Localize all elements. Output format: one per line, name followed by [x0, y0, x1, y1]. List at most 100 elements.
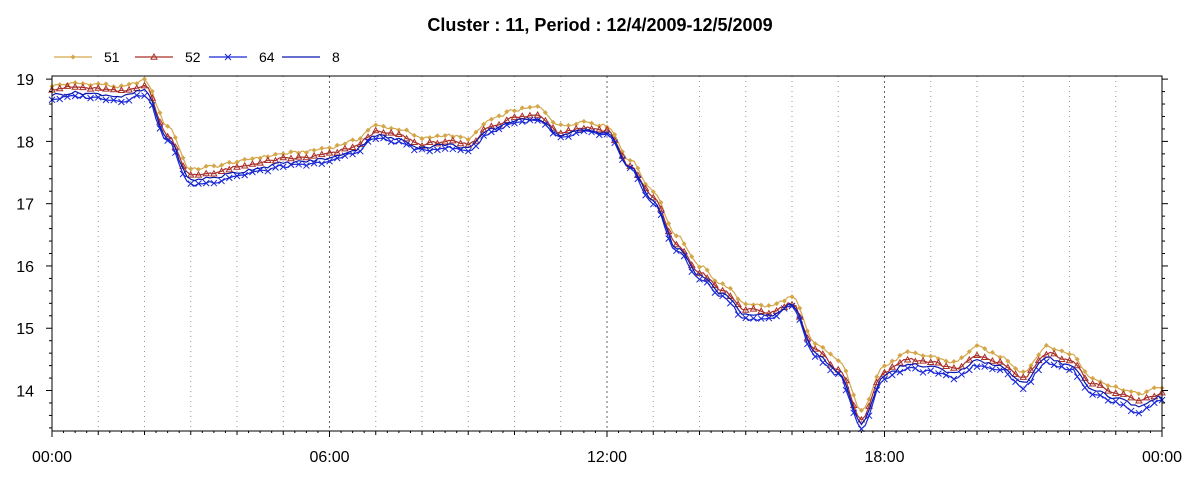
series-point	[233, 163, 241, 170]
series-point	[288, 149, 294, 155]
series-point	[965, 366, 973, 374]
series-point	[959, 355, 965, 361]
series-point	[211, 163, 217, 169]
series-point	[202, 179, 210, 187]
series-point	[580, 127, 588, 135]
series-point	[479, 125, 488, 133]
series-point	[150, 52, 158, 60]
series-point	[464, 147, 472, 155]
series-point	[595, 125, 604, 133]
series-point	[1005, 358, 1011, 364]
series-point	[851, 392, 857, 398]
series-point	[257, 155, 263, 161]
series-point	[327, 145, 332, 151]
series-point	[303, 150, 309, 156]
series-point	[1034, 356, 1043, 364]
series-point	[811, 345, 819, 352]
series-point	[888, 363, 897, 370]
series-point	[774, 301, 780, 307]
series-point	[974, 342, 980, 348]
series-point	[302, 153, 311, 161]
series-point	[982, 346, 988, 352]
series-point	[404, 127, 410, 133]
series-point	[341, 144, 349, 152]
legend-item-51: 51	[54, 49, 120, 65]
series-point	[550, 119, 556, 125]
series-point	[95, 81, 101, 87]
series-point	[126, 81, 132, 87]
series-point	[103, 81, 109, 87]
series-point	[233, 172, 241, 180]
series-point	[534, 117, 541, 124]
series-point	[1057, 355, 1066, 363]
series-point	[125, 85, 133, 93]
series-point	[1128, 389, 1134, 395]
series-point	[897, 352, 903, 358]
legend: 51 52 64 8	[54, 49, 340, 65]
series-point	[487, 122, 496, 130]
series-point	[927, 367, 935, 374]
series-point	[234, 159, 240, 165]
series-point	[1151, 385, 1157, 391]
series-point	[904, 364, 911, 372]
series-point	[1043, 358, 1050, 365]
series-point	[1104, 386, 1112, 394]
series-point	[835, 358, 841, 364]
series-point	[310, 151, 318, 159]
series-point	[742, 314, 750, 322]
series-point	[589, 120, 595, 126]
series-point	[680, 252, 688, 260]
axes: 00:00 06:00 12:00 18:00 00:00 14 15 16 17 18 19	[16, 72, 1182, 466]
series-point	[140, 81, 149, 89]
series-point	[456, 139, 465, 147]
series-point	[996, 366, 1004, 374]
series-point	[712, 278, 718, 284]
series-point	[195, 180, 202, 188]
series-point	[696, 276, 703, 283]
legend-label: 64	[259, 49, 275, 65]
series-point	[279, 153, 288, 161]
series-point	[425, 138, 434, 146]
series-point	[248, 160, 257, 167]
series-point	[896, 358, 904, 366]
series-point	[1090, 375, 1096, 381]
series-point	[1020, 369, 1026, 375]
series-point	[720, 281, 726, 287]
y-tick-label: 15	[16, 321, 34, 338]
series-point	[402, 134, 411, 142]
series-point	[843, 368, 849, 374]
series-point	[371, 126, 380, 134]
series-point	[357, 136, 363, 142]
series-point	[242, 156, 248, 162]
series-point	[650, 189, 656, 195]
x-tick-label: 12:00	[587, 449, 627, 466]
series-point	[356, 147, 364, 155]
series-point	[926, 358, 935, 366]
series-point	[1119, 390, 1128, 397]
series-point	[319, 145, 325, 151]
series-point	[519, 105, 525, 111]
series-point	[133, 92, 141, 99]
series-point	[504, 109, 510, 115]
series-point	[226, 159, 232, 165]
series-point	[750, 315, 757, 322]
series-point	[141, 92, 148, 100]
series-point	[1027, 366, 1035, 373]
series-point	[348, 143, 357, 151]
series-point	[134, 81, 140, 87]
series-point	[928, 353, 934, 359]
series-point	[334, 142, 340, 148]
series-point	[1050, 349, 1058, 357]
series-point	[549, 124, 557, 131]
series-point	[581, 118, 587, 124]
series-point	[496, 113, 502, 119]
series-point	[1013, 366, 1019, 372]
series-point	[1089, 391, 1096, 398]
series-point	[263, 156, 272, 164]
series-point	[526, 111, 534, 119]
series-point	[905, 349, 911, 355]
series-point	[1136, 391, 1142, 397]
series-point	[71, 82, 79, 90]
series-point	[1150, 392, 1159, 400]
series-point	[481, 121, 487, 127]
